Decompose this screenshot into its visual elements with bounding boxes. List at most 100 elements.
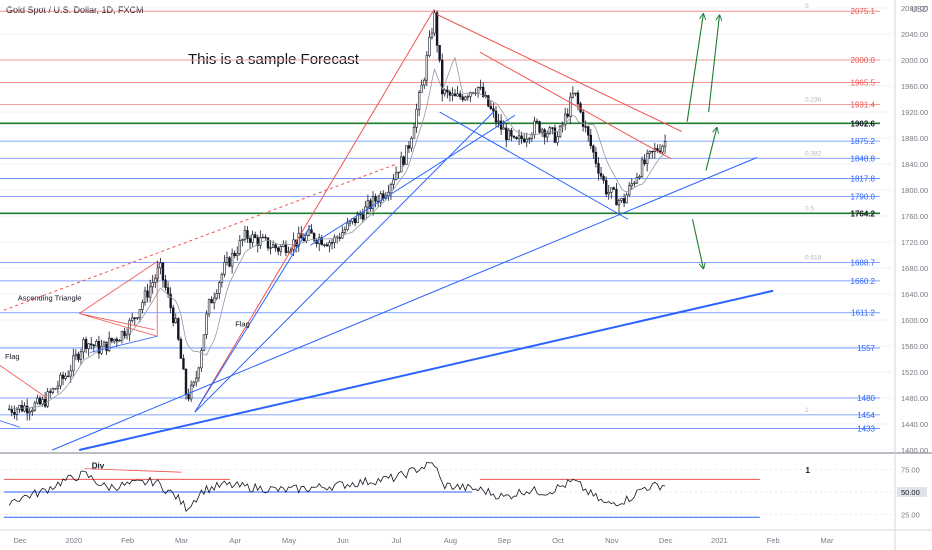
level-label: 2075.1 [851,7,876,16]
candle-body [128,320,131,335]
candle-body [328,242,331,247]
x-tick-label: Oct [552,536,565,545]
x-tick-label: 2021 [711,536,728,545]
candle-body [243,230,247,240]
candle-body [645,152,649,165]
candle-body [56,385,60,389]
candle-body [330,242,334,244]
rsi-line [8,461,666,512]
candle-body [207,299,211,315]
candle-body [256,237,259,246]
candle-body [307,229,311,236]
candle-body [15,408,19,415]
candle-body [28,411,31,414]
candle-body [151,282,154,288]
candle-body [123,331,126,337]
candle-body [271,244,275,248]
candle-body [253,234,257,238]
x-tick-label: May [282,536,296,545]
candle-body [166,287,170,295]
candle-body [97,341,101,354]
candle-body [640,159,644,177]
pattern-label: Ascending Triangle [18,294,82,303]
candle-body [551,127,554,129]
candle-body [397,171,400,174]
candle-body [594,151,598,164]
candle-body [241,239,244,241]
candle-body [479,86,482,89]
candle-body [517,135,521,140]
trendline [479,51,672,160]
x-tick-label: Sep [498,536,511,545]
candle-body [302,237,306,242]
candle-body [38,397,42,405]
level-label: 2000.0 [851,56,876,65]
trendline [52,157,758,451]
candle-body [651,150,654,153]
candle-body [461,96,464,101]
candle-body [466,96,470,98]
candle-body [402,156,405,165]
level-label: 1764.2 [851,209,876,218]
candle-body [507,129,511,141]
candle-body [458,93,462,98]
candle-body [469,92,472,97]
candle-body [607,191,610,195]
candle-body [146,290,149,298]
candle-body [438,45,441,61]
candle-body [230,252,234,267]
candle-body [284,243,288,253]
candle-body [23,405,26,412]
candle-body [515,136,518,140]
candle-body [277,247,280,252]
rsi-divergence-line [84,468,182,473]
candle-body [371,196,375,210]
candles [8,10,667,421]
candle-body [192,381,195,386]
rsi-last-value-box [897,487,927,497]
candle-body [69,370,72,377]
candle-body [622,198,626,204]
candle-body [612,187,616,190]
candle-body [635,177,639,184]
candle-body [592,145,595,153]
candle-body [179,338,183,359]
level-label: 1931.4 [851,101,876,110]
candle-body [407,145,411,149]
candle-body [648,150,651,154]
candle-body [182,358,185,370]
candle-body [430,32,434,38]
candle-body [369,200,372,210]
candle-body [441,59,444,95]
fib-label: 0.618 [805,254,822,261]
candle-body [428,36,431,56]
candle-body [338,237,341,239]
candle-body [356,213,359,224]
candle-body [41,399,44,405]
candle-body [643,159,646,165]
y-tick-label: 1840.00 [901,160,928,169]
candle-body [236,253,239,257]
trendline [310,114,516,246]
x-tick-label: Dec [13,536,27,545]
candle-body [18,405,21,410]
candle-body [364,206,367,220]
level-label: 1480 [857,394,875,403]
candle-body [323,244,326,246]
x-tick-label: Dec [659,536,673,545]
level-label: 1902.6 [851,119,876,128]
candle-body [248,238,252,243]
trendline [78,289,774,451]
candle-body [177,318,180,340]
candle-body [499,120,503,130]
candle-body [481,86,485,97]
fib-label: 0.5 [805,205,814,212]
y-tick-label: 1720.00 [901,238,928,247]
candle-body [141,302,144,310]
candle-body [394,172,398,181]
candle-body [200,350,203,369]
y-tick-label: 2080.00 [901,4,928,13]
candle-body [46,391,49,407]
candle-body [382,193,385,199]
